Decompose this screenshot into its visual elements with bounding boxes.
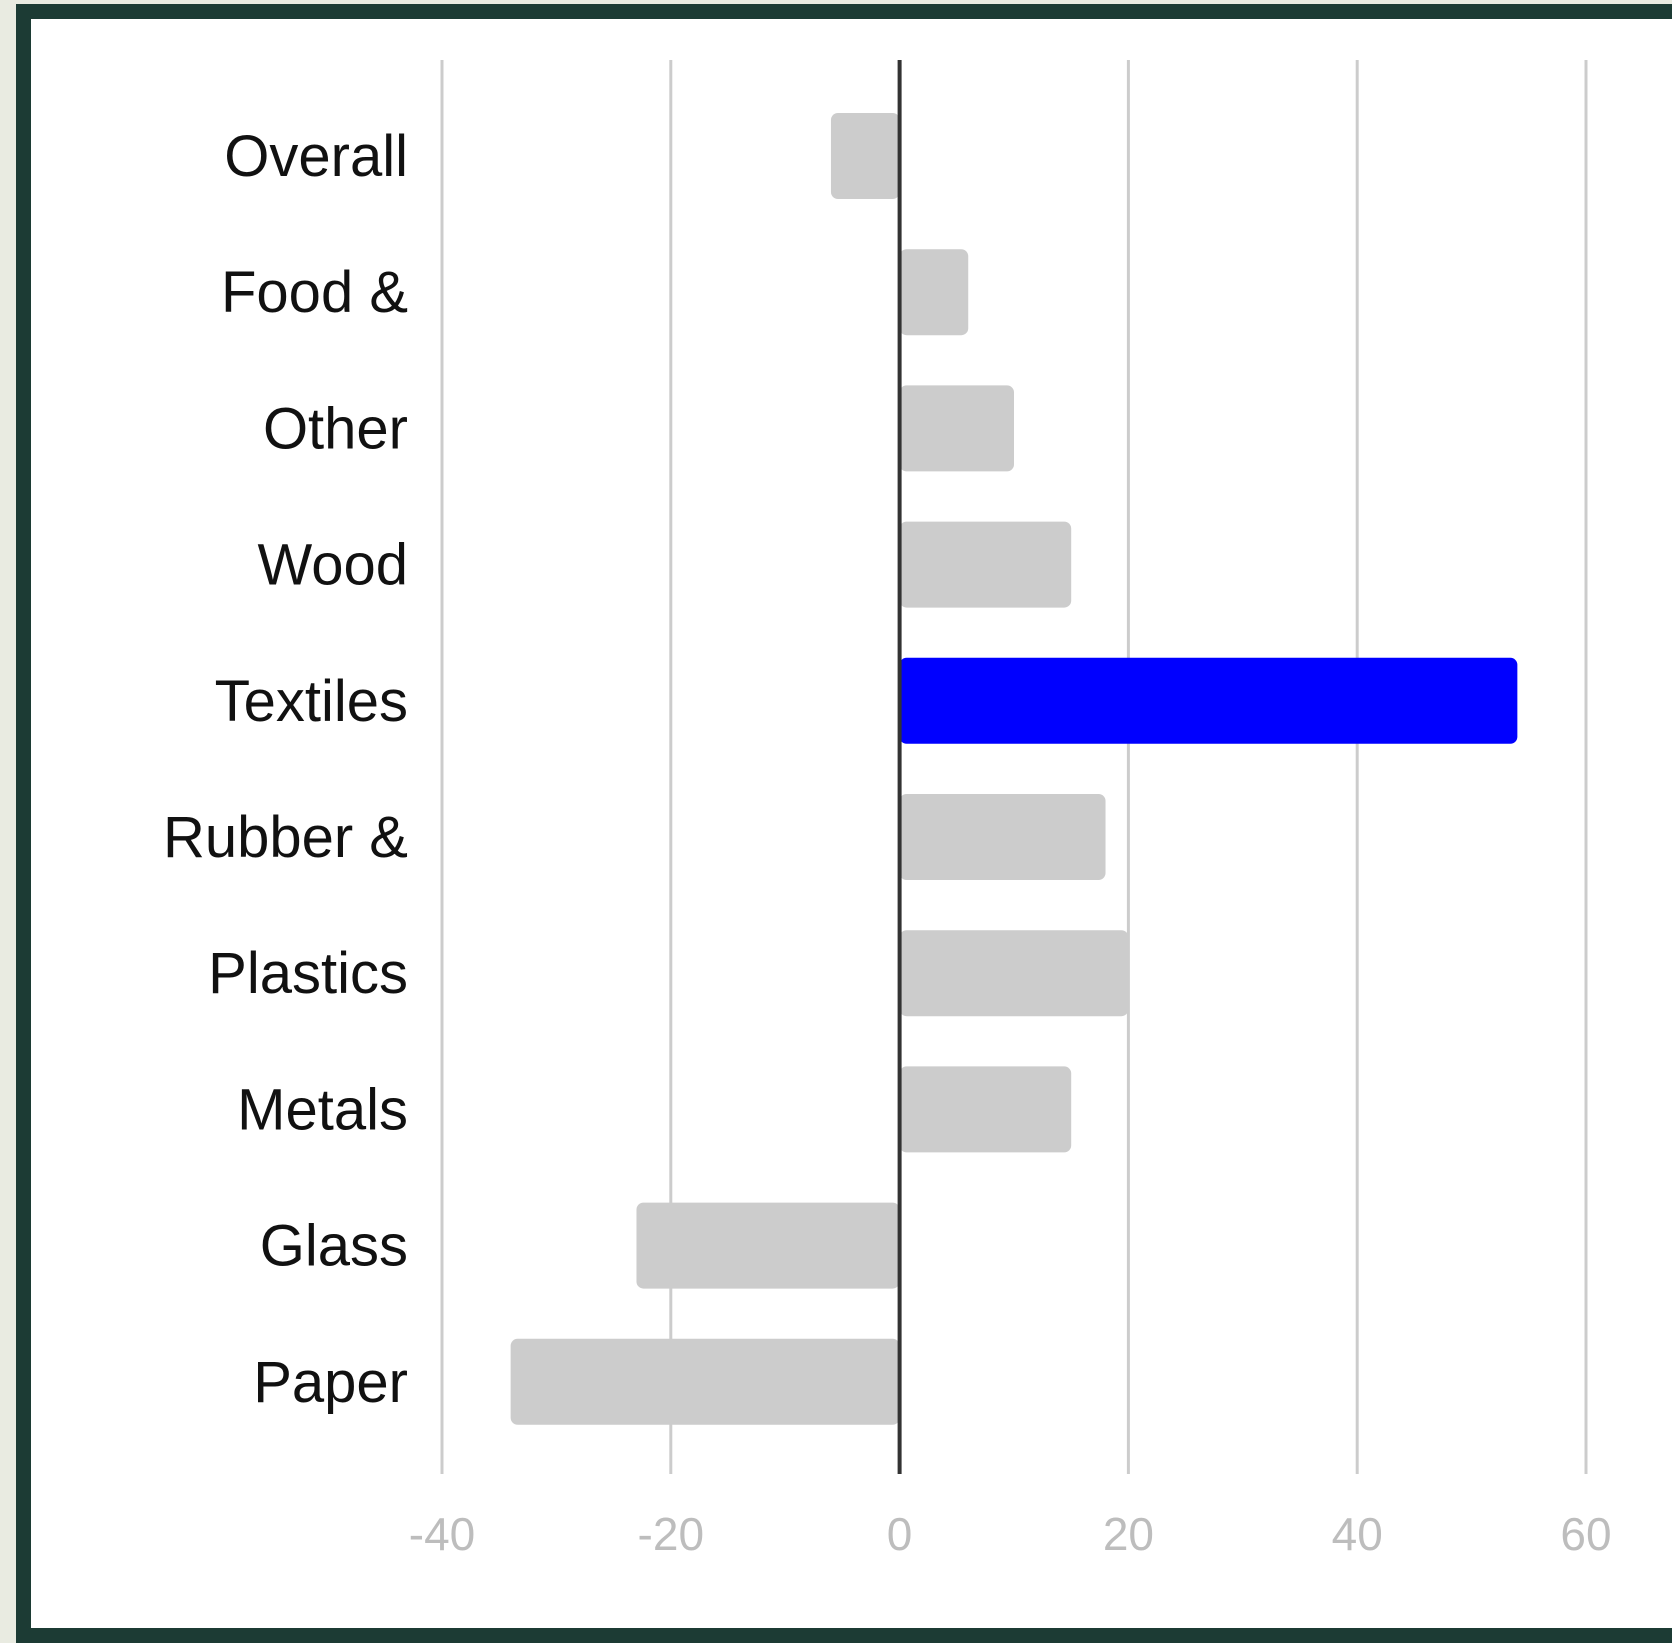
category-label: Food & bbox=[221, 260, 408, 325]
x-tick-label: 0 bbox=[887, 1508, 913, 1560]
gridlines bbox=[440, 60, 1588, 1474]
bar-overall bbox=[830, 113, 900, 199]
category-label: Overall bbox=[224, 124, 408, 189]
bar-glass bbox=[636, 1202, 900, 1289]
bar-metals bbox=[899, 1066, 1072, 1153]
category-label: Plastics bbox=[208, 941, 408, 1006]
x-tick-label: 40 bbox=[1332, 1508, 1383, 1560]
category-label: Paper bbox=[253, 1350, 408, 1415]
bars bbox=[510, 113, 1518, 1425]
bar-wood bbox=[899, 521, 1072, 608]
bar-textiles bbox=[899, 657, 1518, 744]
x-tick-label: -40 bbox=[409, 1508, 475, 1560]
bar-plastics bbox=[899, 930, 1129, 1017]
category-label: Wood bbox=[258, 533, 408, 598]
bar-other bbox=[899, 385, 1014, 472]
x-tick-labels: -40 -20 0 20 40 60 bbox=[409, 1508, 1612, 1560]
category-label: Glass bbox=[260, 1214, 408, 1279]
x-tick-label: 60 bbox=[1560, 1508, 1611, 1560]
category-labels: Overall Food & Other Wood Textiles Rubber & Pl… bbox=[163, 124, 408, 1415]
bar-rubber bbox=[899, 794, 1106, 880]
category-label: Metals bbox=[237, 1077, 408, 1142]
category-label: Rubber & bbox=[163, 805, 408, 870]
bar-paper bbox=[510, 1338, 900, 1425]
x-tick-label: 20 bbox=[1103, 1508, 1154, 1560]
x-tick-label: -20 bbox=[638, 1508, 704, 1560]
category-label: Other bbox=[263, 396, 408, 461]
category-label: Textiles bbox=[215, 669, 408, 734]
bar-food bbox=[899, 249, 969, 336]
